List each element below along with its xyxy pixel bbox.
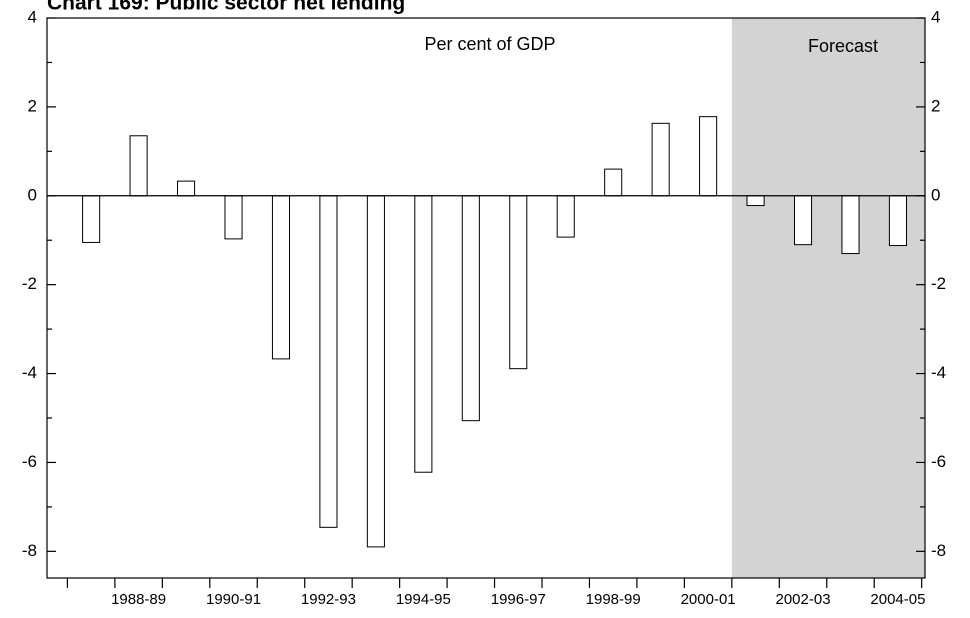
- x-tick-label: 1998-99: [586, 591, 641, 608]
- bar: [177, 180, 196, 197]
- x-tick-label: 2002-03: [775, 591, 830, 608]
- bar: [888, 195, 907, 247]
- y2-tick-label: -2: [931, 274, 946, 293]
- bar: [271, 195, 291, 360]
- y-tick-label: -8: [22, 541, 37, 560]
- bar: [746, 195, 765, 207]
- forecast-label: Forecast: [808, 36, 878, 56]
- y2-tick-label: 0: [931, 185, 940, 204]
- bar: [224, 195, 243, 240]
- y-tick-label: -4: [22, 363, 37, 382]
- y2-tick-label: 4: [931, 7, 940, 26]
- chart-title: Chart 169: Public sector net lending: [47, 0, 405, 15]
- x-tick-label: 2000-01: [681, 591, 736, 608]
- y2-tick-label: -6: [931, 452, 946, 471]
- bar: [841, 195, 860, 255]
- x-tick-label: 1996-97: [491, 591, 546, 608]
- y2-tick-label: -8: [931, 541, 946, 560]
- y2-tick-label: 2: [931, 96, 940, 115]
- x-tick-label: 1994-95: [396, 591, 451, 608]
- x-tick-label: 2004-05: [870, 591, 925, 608]
- x-tick-label: 1990-91: [206, 591, 261, 608]
- bar: [793, 195, 813, 246]
- bar: [556, 195, 575, 238]
- bar: [129, 135, 148, 197]
- forecast-region: [731, 18, 925, 578]
- bar: [604, 168, 623, 197]
- x-tick-label: 1992-93: [301, 591, 356, 608]
- bar: [509, 195, 528, 370]
- bar: [366, 195, 385, 548]
- y-tick-label: -6: [22, 452, 37, 471]
- bar: [319, 195, 338, 528]
- bar: [461, 195, 480, 422]
- y-tick-label: -2: [22, 274, 37, 293]
- bar: [651, 122, 670, 197]
- bar: [82, 195, 101, 243]
- y-tick-label: 0: [28, 185, 37, 204]
- subtitle: Per cent of GDP: [424, 34, 555, 54]
- bar: [699, 116, 718, 197]
- y-tick-label: 2: [28, 96, 37, 115]
- y-tick-label: 4: [28, 7, 37, 26]
- y2-tick-label: -4: [931, 363, 946, 382]
- bar: [414, 195, 433, 473]
- plot-frame: [46, 17, 926, 579]
- x-tick-label: 1988-89: [111, 591, 166, 608]
